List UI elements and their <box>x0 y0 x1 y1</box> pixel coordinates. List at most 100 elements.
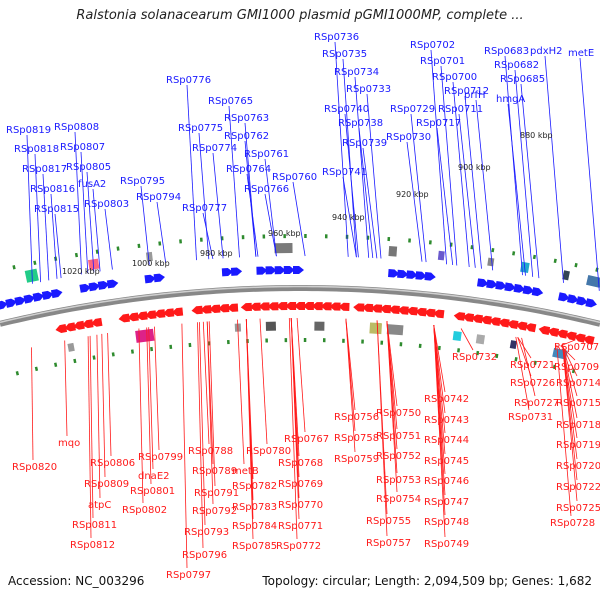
forward-gene-label: RSp0729 <box>390 104 435 115</box>
accession-text: Accession: NC_003296 <box>8 574 145 588</box>
reverse-gene-label: RSp0709 <box>554 362 599 373</box>
reverse-leader-line <box>562 345 578 397</box>
inner-tick-dot <box>34 366 39 372</box>
outer-tick-dot <box>33 260 37 266</box>
forward-gene-label: RSp0701 <box>420 56 465 67</box>
reverse-leader-line <box>345 318 356 453</box>
forward-gene-label: RSp0730 <box>386 132 431 143</box>
reverse-gene-arrow <box>379 304 392 314</box>
scale-label: 1000 kbp <box>132 259 170 268</box>
reverse-gene-arrow <box>370 304 383 313</box>
reverse-gene-label: RSp0770 <box>278 500 323 511</box>
reverse-gene-label: RSp0799 <box>138 452 183 463</box>
forward-gene-arrow <box>230 267 243 276</box>
reverse-gene-arrow <box>574 333 586 343</box>
scale-labels: 880 kbp 900 kbp 920 kbp 940 kbp 960 kbp 980 k… <box>62 131 553 276</box>
reverse-gene-arrow <box>267 302 279 311</box>
reverse-gene-arrow <box>406 306 418 316</box>
reverse-gene-arrow <box>191 305 203 315</box>
reverse-gene-arrow <box>145 310 157 319</box>
reverse-gene-arrow <box>162 308 175 317</box>
forward-gene-label: RSp0717 <box>416 118 461 129</box>
reverse-leader-line <box>87 336 92 539</box>
inner-tick-dot <box>111 352 115 357</box>
inner-tick-dot <box>265 338 268 343</box>
forward-leader-line <box>342 176 357 258</box>
outer-tick-dot <box>553 258 557 264</box>
forward-leader-line <box>514 69 534 277</box>
forward-gene-label: RSp0741 <box>322 167 367 178</box>
reverse-gene-arrow <box>462 313 475 323</box>
inner-tick-dot <box>226 340 230 345</box>
forward-gene-label: RSp0807 <box>60 142 105 153</box>
forward-gene-label: RSp0683 <box>484 46 529 57</box>
reverse-gene-arrow <box>362 303 374 313</box>
forward-gene-label: RSp0734 <box>334 67 379 78</box>
reverse-gene-arrow <box>73 320 85 330</box>
forward-gene-label: RSp0815 <box>34 204 79 215</box>
forward-leader-line <box>264 193 277 257</box>
forward-leader-line <box>80 151 89 274</box>
forward-gene-arrow <box>388 269 400 278</box>
reverse-gene-arrow <box>218 304 230 313</box>
inner-tick-dot <box>552 364 557 370</box>
gene-labels: RSp0819 RSp0818 RSp0817 RSp0816 RSp0815 RSp08… <box>6 32 600 581</box>
reverse-gene-arrow <box>240 302 252 312</box>
reverse-gene-label: RSp0754 <box>376 494 421 505</box>
inner-tick-dot <box>514 357 518 362</box>
forward-gene-label: RSp0816 <box>30 184 75 195</box>
reverse-gene-arrow <box>127 312 139 322</box>
forward-leader-line <box>246 173 259 257</box>
feature-block <box>369 322 383 335</box>
forward-leader-line <box>104 208 113 270</box>
forward-leader-line <box>264 158 277 257</box>
reverse-gene-label: RSp0715 <box>556 398 600 409</box>
reverse-gene-label: RSp0756 <box>334 412 379 423</box>
reverse-gene-arrow <box>311 302 323 311</box>
reverse-gene-label: RSp0811 <box>72 520 117 531</box>
reverse-gene-label: atpC <box>88 500 111 511</box>
forward-leader-line <box>358 127 374 259</box>
forward-gene-arrow <box>256 266 268 275</box>
reverse-leader-line <box>433 325 446 538</box>
inner-tick-dot <box>303 337 307 343</box>
reverse-gene-label: RSp0771 <box>278 521 323 532</box>
inner-tick-dot <box>495 353 499 359</box>
reverse-gene-label: RSp0750 <box>376 408 421 419</box>
forward-leader-line <box>362 147 378 259</box>
reverse-leader-line <box>562 346 578 419</box>
inner-tick-dot <box>169 344 173 349</box>
feature-block <box>274 242 293 254</box>
reverse-gene-label: RSp0789 <box>192 466 237 477</box>
forward-gene-label: RSp0803 <box>84 199 129 210</box>
reverse-gene-arrow <box>294 302 305 310</box>
reverse-gene-label: RSp0768 <box>278 458 323 469</box>
reverse-gene-label: RSp0806 <box>90 458 135 469</box>
forward-gene-label: RSp0795 <box>120 176 165 187</box>
outer-tick-dot <box>574 262 578 268</box>
outer-tick-dot <box>199 237 203 242</box>
reverse-leader-line <box>138 328 144 504</box>
forward-gene-arrow <box>486 279 498 289</box>
reverse-gene-arrow <box>82 319 94 329</box>
outer-tick-dot <box>74 252 79 258</box>
reverse-gene-arrow <box>415 307 427 317</box>
reverse-gene-label: RSp0722 <box>556 482 600 493</box>
forward-gene-label: RSp0819 <box>6 125 51 136</box>
forward-gene-arrow <box>513 283 526 293</box>
reverse-gene-arrow <box>489 317 501 327</box>
reverse-leader-line <box>237 319 245 465</box>
inner-tick-dot <box>457 348 461 353</box>
forward-gene-label: RSp0818 <box>14 144 59 155</box>
forward-gene-label: RSp0817 <box>22 164 67 175</box>
reverse-gene-label: mqo <box>58 438 80 449</box>
reverse-gene-arrow <box>136 311 148 321</box>
forward-gene-arrow <box>32 292 45 302</box>
forward-gene-arrow <box>292 265 304 275</box>
forward-leader-line <box>406 141 423 262</box>
reverse-gene-arrow <box>200 305 212 314</box>
forward-gene-arrow <box>531 287 544 297</box>
forward-leader-line <box>430 49 447 265</box>
reverse-gene-label: RSp0732 <box>452 352 497 363</box>
